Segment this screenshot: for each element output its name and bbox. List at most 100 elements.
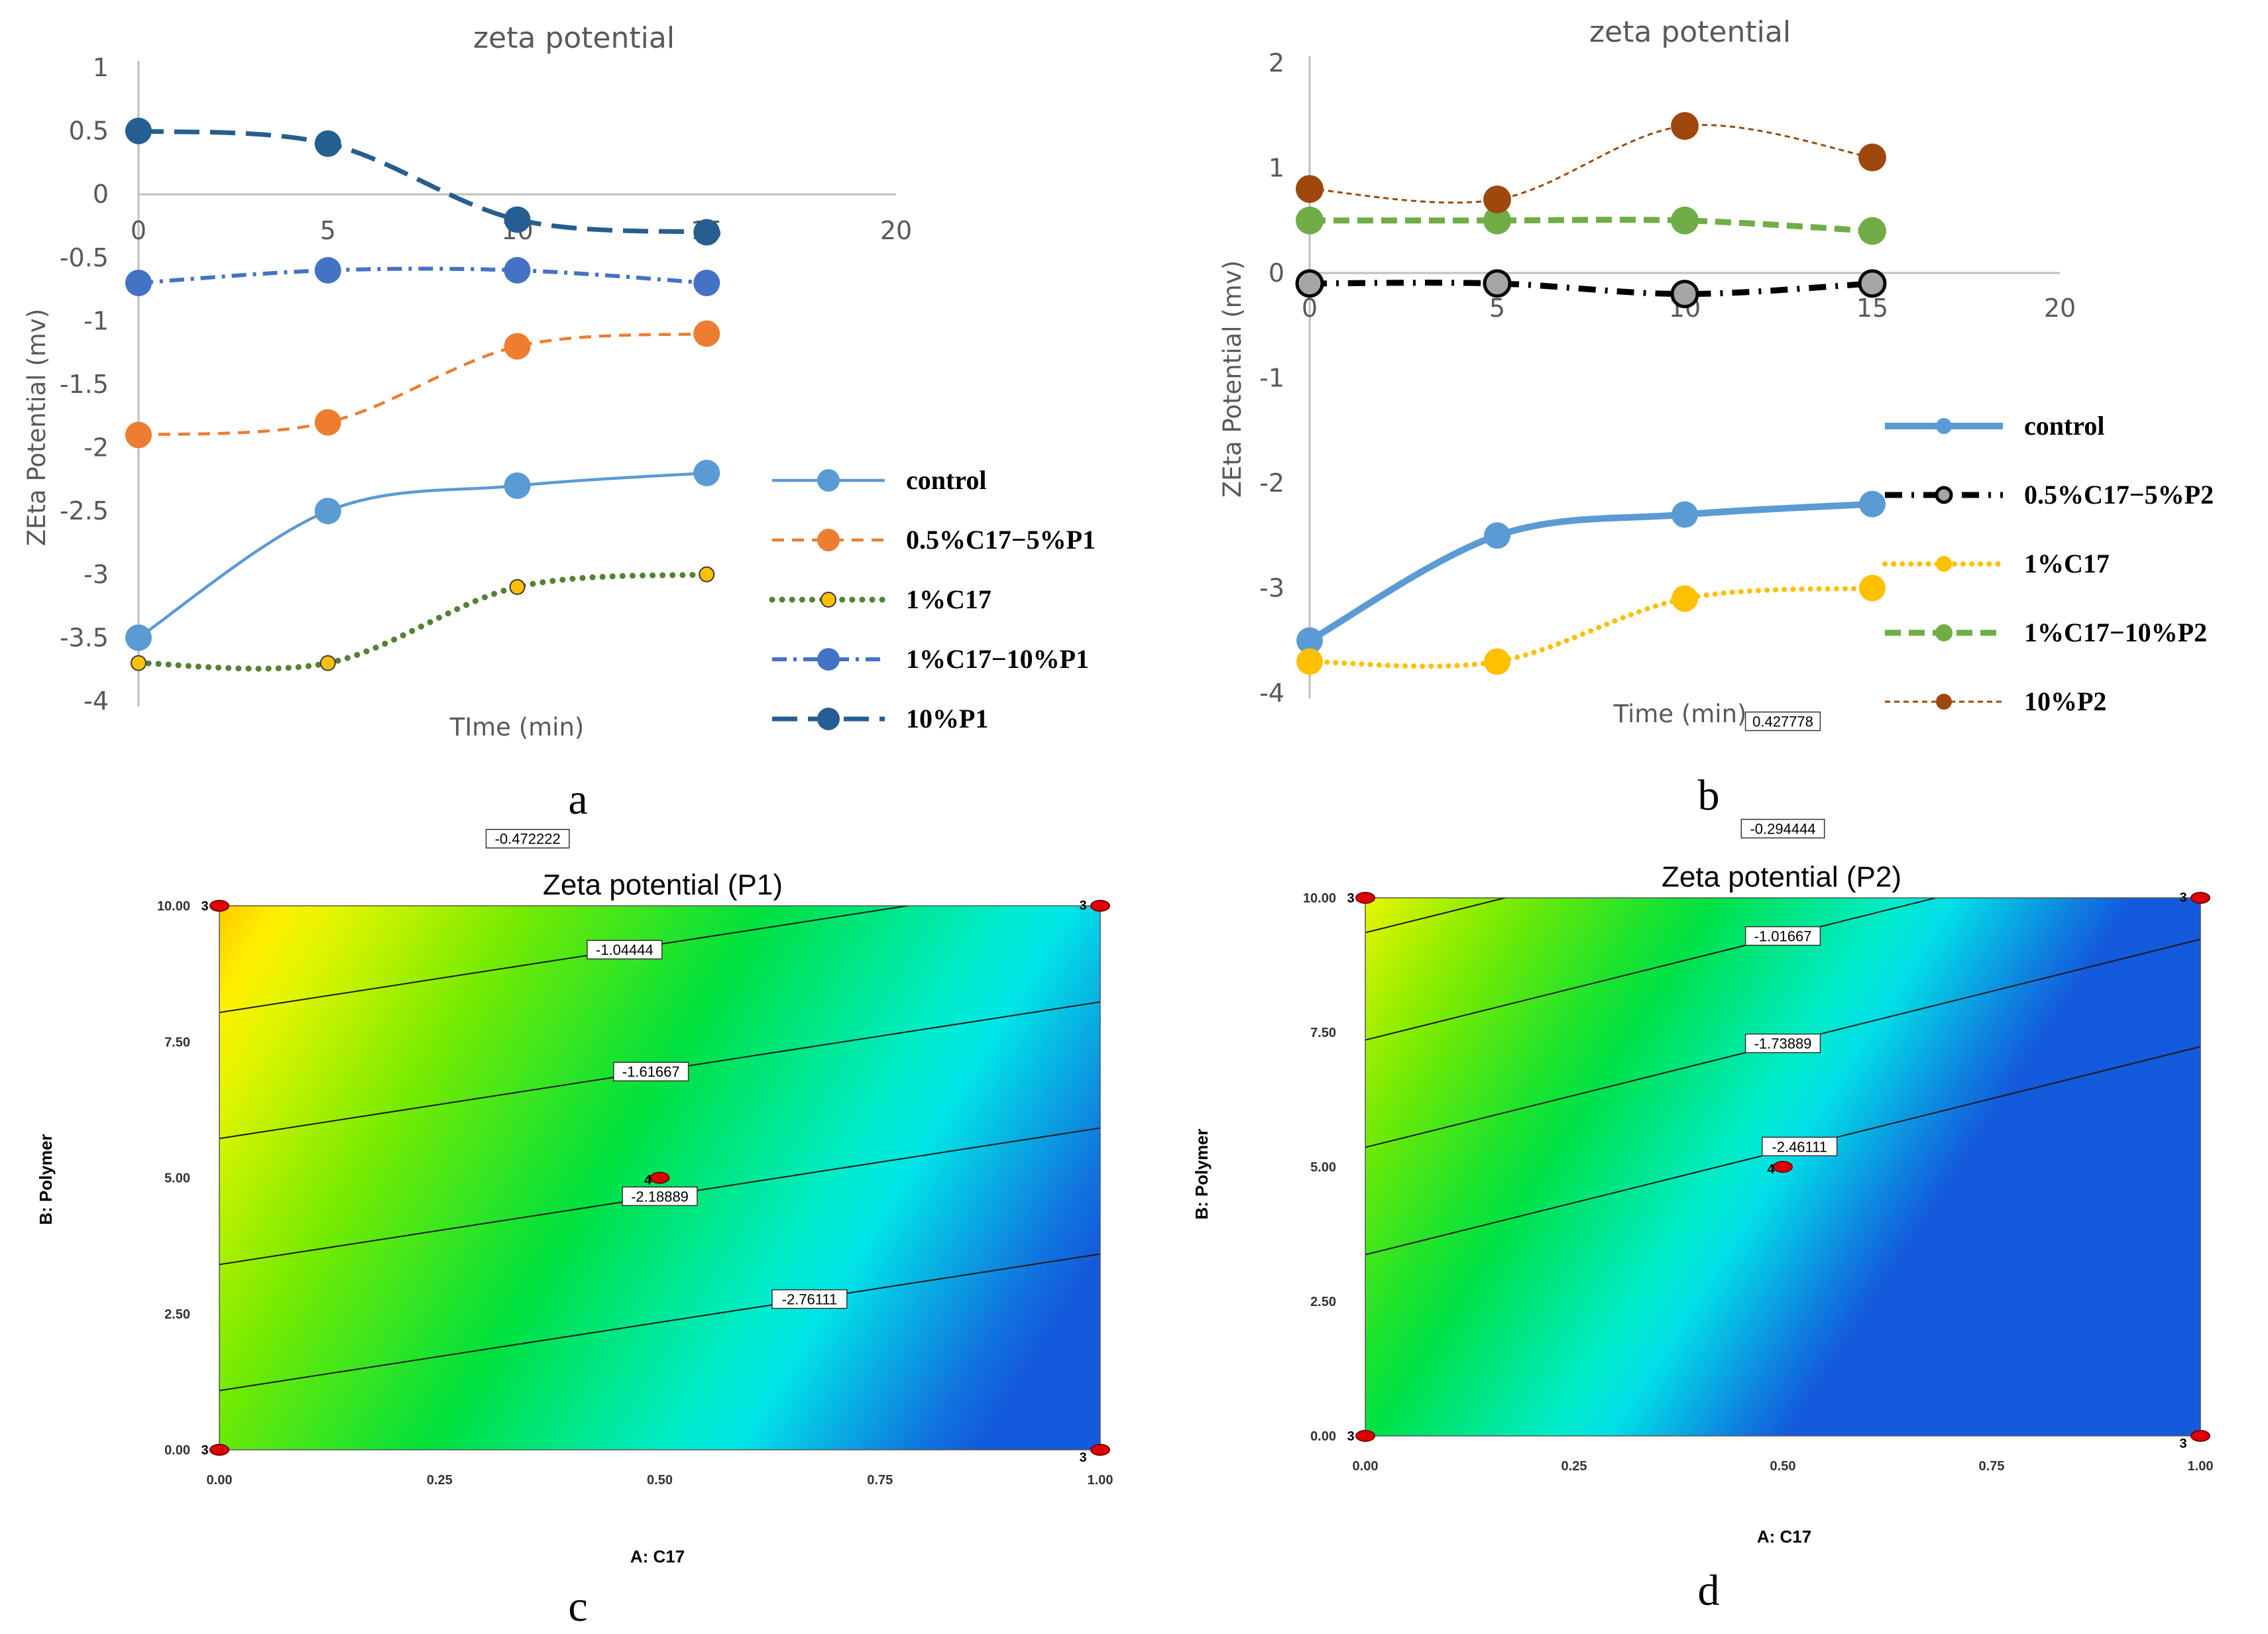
legend-label-b-1: 0.5%C17−5%P2: [2024, 480, 2214, 510]
chart-a-xlabel: TIme (min): [449, 713, 585, 741]
chart-a-ylabel: ZEta Potential (mv): [23, 309, 51, 546]
chart-c: Zeta potential (P1) A: C17 B: Polymer -0…: [36, 750, 1113, 1566]
contour-label-c: -2.18889: [631, 1188, 689, 1205]
contour-ytick-d: 0.00: [1310, 1429, 1336, 1444]
data-point-a-1: [125, 421, 152, 449]
contour-ytick-d: 5.00: [1310, 1160, 1336, 1175]
chart-b-ytick: -4: [1259, 679, 1284, 708]
contour-ytick-c: 2.50: [164, 1307, 190, 1322]
design-point-d: [1355, 1430, 1375, 1442]
data-point-b-1: [1858, 269, 1887, 298]
data-point-b-1: [1483, 269, 1512, 298]
chart-b-ytick: -3: [1259, 574, 1284, 603]
contour-ytick-c: 5.00: [164, 1171, 190, 1186]
data-point-b-2: [1484, 648, 1510, 675]
data-point-b-2: [1672, 585, 1698, 612]
data-point-a-3: [504, 256, 531, 284]
contour-label-c: -1.61667: [622, 1063, 680, 1080]
contour-label-box-c: [485, 828, 570, 849]
series-line-b-3: [1310, 217, 1873, 235]
contour-label-box-c: [587, 940, 663, 959]
contour-label-c: -2.76111: [782, 1291, 838, 1308]
contour-label-box-d: [1740, 818, 1825, 839]
series-line-b-4: [1309, 124, 1873, 204]
design-point-c: [209, 1444, 229, 1456]
chart-b-xtick: 0: [1302, 294, 1318, 323]
contour-ytick-d: 10.00: [1303, 891, 1336, 906]
design-point-d: [2190, 1430, 2210, 1442]
data-point-a-3: [314, 256, 341, 284]
contour-xtick-c: 1.00: [1088, 1473, 1113, 1488]
data-point-a-4: [693, 219, 720, 246]
legend-marker-a-1: [817, 529, 840, 551]
contour-ytick-c: 0.00: [164, 1443, 190, 1458]
chart-b-xtick: 15: [1856, 294, 1888, 323]
data-point-b-2: [1296, 648, 1323, 675]
contour-xtick-d: 1.00: [2188, 1459, 2214, 1474]
panel-label-b: b: [1698, 771, 1720, 820]
data-point-a-1: [504, 333, 531, 360]
chart-a-ytick: -1.5: [60, 370, 109, 399]
chart-b-ytick: 2: [1269, 48, 1284, 78]
design-point-count-c: 3: [201, 899, 208, 914]
chart-a-xtick: 20: [880, 216, 912, 245]
series-line-a-4: [138, 129, 707, 235]
chart-d-title: Zeta potential (P2): [1662, 861, 1901, 893]
design-point-count-c: 3: [1079, 1450, 1086, 1465]
design-point-d: [1773, 1161, 1793, 1173]
design-point-count-d: 3: [2179, 1437, 2186, 1451]
design-point-d: [2190, 892, 2210, 904]
data-point-b-0: [1859, 490, 1886, 517]
data-point-b-3: [1296, 206, 1324, 235]
data-point-a-2: [319, 655, 336, 671]
contour-label-box-d: [1762, 1136, 1838, 1157]
chart-c-xlabel: A: C17: [630, 1547, 685, 1566]
data-point-b-4: [1296, 175, 1324, 203]
design-point-count-c: 4: [644, 1173, 652, 1188]
data-point-a-1: [314, 409, 341, 436]
data-point-a-4: [504, 206, 531, 233]
design-point-d: [1355, 892, 1375, 904]
legend-label-b-4: 10%P2: [2024, 686, 2106, 716]
contour-ytick-c: 7.50: [164, 1035, 190, 1050]
contour-label-box-c: [613, 1062, 689, 1081]
data-point-b-0: [1484, 522, 1510, 549]
panel-label-d: d: [1698, 1566, 1720, 1615]
series-line-a-2: [135, 571, 710, 672]
contour-label-c: -1.04444: [596, 942, 653, 958]
series-line-b-1: [1309, 280, 1873, 298]
panel-label-c: c: [568, 1582, 587, 1631]
contour-ytick-d: 7.50: [1310, 1026, 1336, 1040]
data-point-a-3: [125, 270, 152, 297]
series-line-a-3: [138, 266, 707, 286]
data-point-a-0: [314, 498, 341, 525]
chart-d-xlabel: A: C17: [1757, 1527, 1811, 1547]
legend-marker-a-4: [817, 708, 840, 730]
contour-line-c: [219, 750, 1100, 887]
design-point-c: [209, 900, 229, 912]
contour-label-box-c: [771, 1289, 848, 1309]
data-point-b-3: [1483, 206, 1511, 235]
chart-a-ytick: 0.5: [69, 117, 109, 146]
data-point-a-2: [509, 578, 526, 595]
contour-ytick-d: 2.50: [1310, 1295, 1336, 1309]
chart-a-ytick: 1: [93, 53, 109, 82]
contour-label-box-d: [1744, 1033, 1821, 1054]
contour-xtick-c: 0.25: [427, 1473, 453, 1488]
chart-a-ytick: -1: [84, 306, 109, 335]
contour-xtick-d: 0.25: [1561, 1459, 1587, 1474]
chart-a: zeta potential TIme (min) ZEta Potential…: [23, 21, 1096, 741]
design-point-count-c: 3: [1079, 899, 1086, 913]
legend-label-a-1: 0.5%C17−5%P1: [906, 525, 1096, 555]
chart-a-xtick: 5: [320, 216, 336, 245]
contour-xtick-c: 0.50: [647, 1473, 673, 1488]
data-point-b-4: [1671, 112, 1699, 140]
data-point-b-1: [1670, 280, 1699, 309]
chart-b: zeta potential Time (min) ZEta Potential…: [1218, 15, 2214, 728]
data-point-a-3: [693, 270, 720, 297]
contour-line-c: [219, 1253, 1100, 1391]
design-point-c: [650, 1171, 670, 1184]
legend-marker-b-3: [1935, 624, 1953, 641]
chart-c-title: Zeta potential (P1): [543, 869, 783, 901]
